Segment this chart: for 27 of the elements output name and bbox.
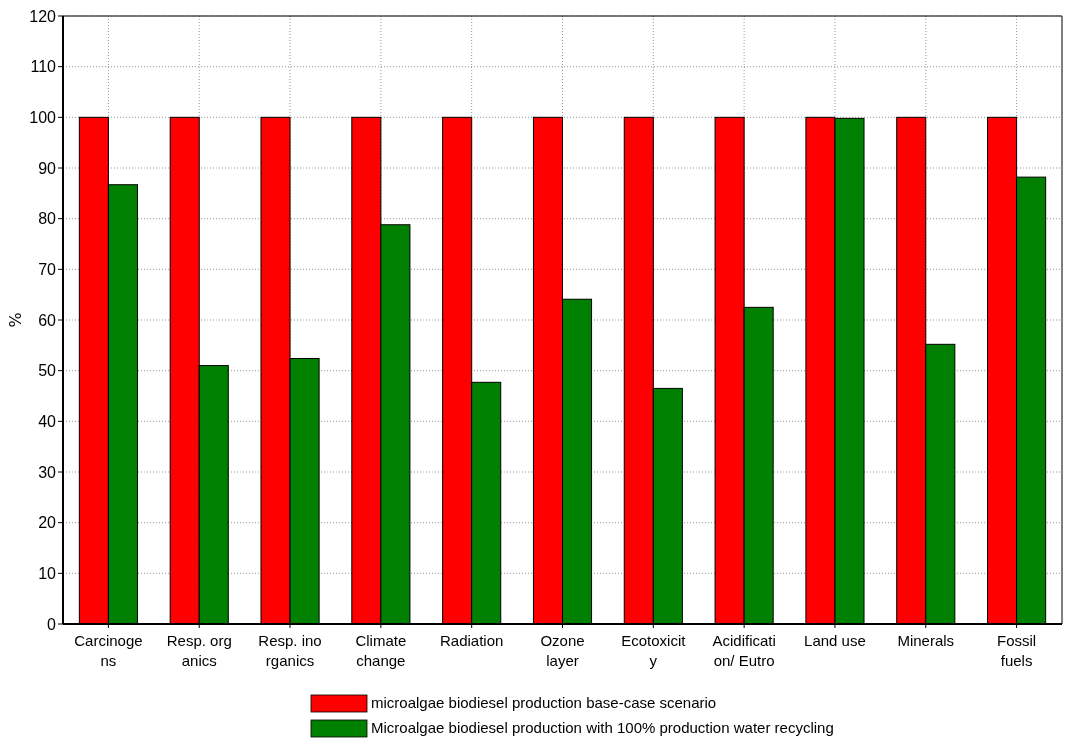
x-tick-label: Minerals bbox=[897, 632, 955, 649]
x-tick-label: Carcinoge ns bbox=[74, 632, 143, 669]
y-tick-label: 50 bbox=[38, 362, 57, 380]
y-tick-label: 30 bbox=[38, 463, 57, 481]
x-tick-label: Acidificati on/ Eutro bbox=[712, 632, 776, 669]
x-tick-label: Fossil fuels bbox=[997, 632, 1037, 669]
x-tick-label: Ozone layer bbox=[540, 632, 585, 669]
y-tick-label: 90 bbox=[38, 159, 57, 177]
x-tick-label: Resp. org anics bbox=[166, 632, 232, 669]
x-tick-label: Ecotoxicit y bbox=[621, 632, 687, 669]
legend-label: microalgae biodiesel production base-case scenario bbox=[371, 694, 717, 711]
y-tick-label: 60 bbox=[38, 311, 57, 329]
x-tick-label: Resp. ino rganics bbox=[258, 632, 322, 669]
y-tick-label: 110 bbox=[30, 58, 57, 76]
y-tick-label: 70 bbox=[38, 260, 57, 278]
y-tick-label: 100 bbox=[29, 108, 57, 126]
y-tick-label: 80 bbox=[38, 210, 57, 228]
y-tick-label: 10 bbox=[38, 564, 57, 582]
y-axis-title: % bbox=[6, 312, 25, 328]
x-tick-label: Land use bbox=[804, 632, 866, 649]
x-tick-label: Radiation bbox=[439, 632, 504, 649]
y-tick-label: 120 bbox=[29, 7, 57, 25]
y-tick-label: 20 bbox=[38, 514, 57, 532]
legend-label: Microalgae biodiesel production with 100% production water recycling bbox=[371, 719, 834, 736]
y-tick-label: 40 bbox=[38, 412, 57, 430]
x-tick-label: Climate change bbox=[355, 632, 407, 669]
y-tick-label: 0 bbox=[47, 615, 57, 633]
